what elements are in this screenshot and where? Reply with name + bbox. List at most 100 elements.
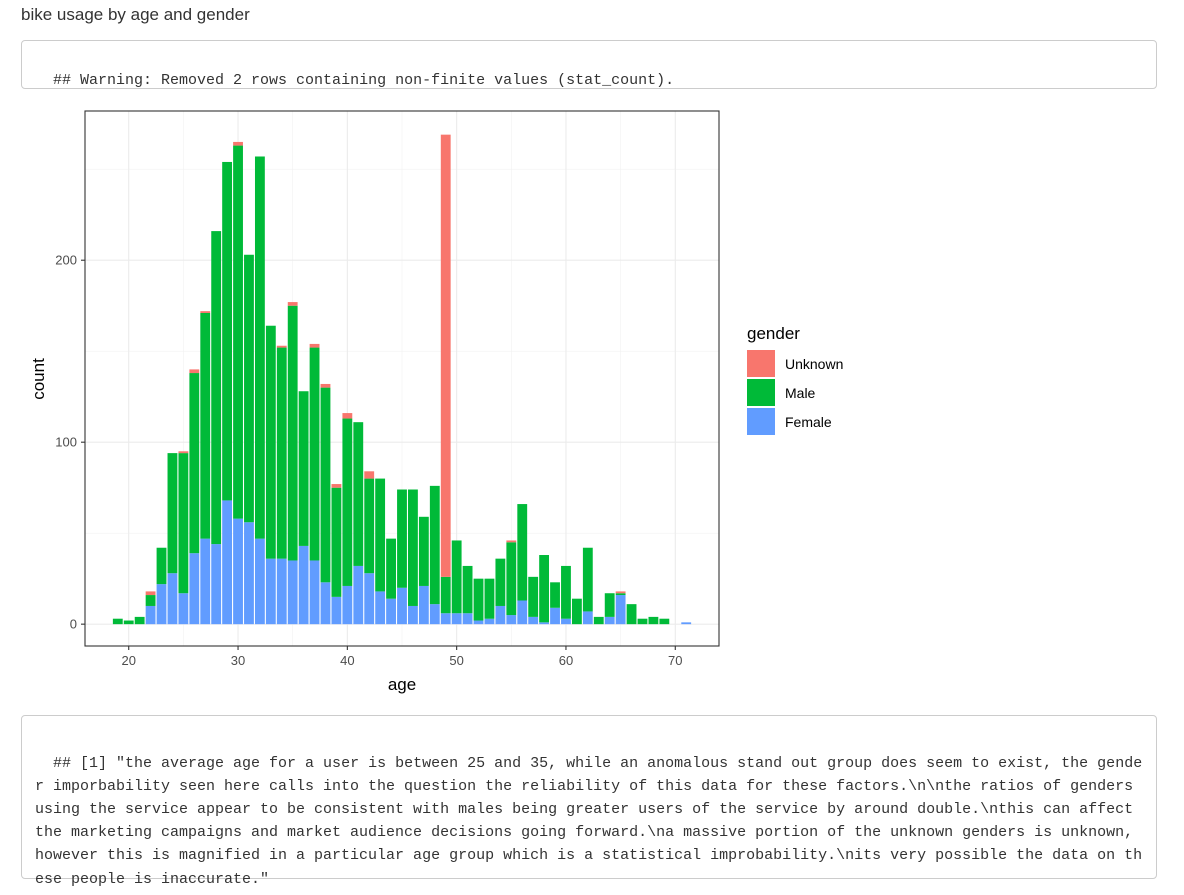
- legend-label-female: Female: [785, 414, 832, 430]
- bar-female: [233, 518, 243, 625]
- bar-male: [287, 305, 298, 561]
- bar-female: [473, 620, 484, 625]
- bar-male: [648, 616, 659, 625]
- bar-female: [254, 538, 265, 625]
- bar-female: [189, 553, 200, 625]
- bar-unknown: [276, 345, 287, 348]
- bar-female: [156, 584, 167, 625]
- bar-male: [593, 616, 604, 625]
- bar-female: [386, 598, 396, 625]
- bar-female: [582, 611, 593, 625]
- bar-male: [451, 540, 462, 614]
- bar-female: [320, 582, 331, 625]
- bar-female: [615, 595, 626, 625]
- bar-male: [167, 453, 178, 574]
- bar-male: [473, 578, 484, 621]
- bar-male: [571, 598, 582, 625]
- legend-key-male: [747, 379, 775, 406]
- bar-male: [189, 373, 200, 554]
- bar-unknown: [440, 134, 451, 577]
- bar-female: [331, 596, 342, 625]
- warning-text: ## Warning: Removed 2 rows containing no…: [53, 72, 675, 89]
- bar-unknown: [145, 591, 156, 596]
- bar-female: [517, 600, 528, 625]
- x-tick-label: 30: [231, 653, 245, 668]
- bar-female: [211, 544, 222, 625]
- legend-title: gender: [747, 324, 800, 343]
- bar-male: [342, 418, 353, 586]
- bar-male: [582, 547, 593, 612]
- bar-female: [397, 587, 407, 625]
- bar-unknown: [309, 343, 320, 348]
- bar-male: [309, 347, 320, 561]
- legend-label-unknown: Unknown: [785, 356, 843, 372]
- bars-group: [84, 110, 720, 647]
- bar-female: [539, 622, 550, 625]
- bar-male: [484, 578, 495, 619]
- y-tick-label: 200: [55, 253, 77, 268]
- bar-male: [615, 593, 626, 596]
- bar-male: [440, 576, 451, 614]
- bar-female: [462, 613, 473, 625]
- bar-male: [561, 565, 571, 619]
- bar-female: [276, 558, 287, 625]
- legend-key-unknown: [747, 350, 775, 377]
- bar-female: [342, 585, 353, 625]
- bar-male: [517, 504, 528, 601]
- bar-male: [276, 347, 287, 559]
- legend-label-male: Male: [785, 385, 816, 401]
- bar-male: [375, 478, 386, 592]
- x-tick-label: 20: [121, 653, 135, 668]
- bar-female: [528, 616, 539, 625]
- bar-male: [145, 595, 156, 606]
- bar-female: [561, 618, 571, 625]
- bar-female: [484, 618, 495, 625]
- bar-male: [418, 516, 429, 586]
- bar-unknown: [331, 484, 342, 488]
- bar-male: [244, 254, 254, 523]
- bar-female: [429, 604, 440, 625]
- bar-male: [637, 618, 648, 625]
- bar-female: [550, 607, 560, 625]
- bar-female: [265, 558, 276, 625]
- bar-female: [495, 605, 506, 625]
- y-tick-label: 0: [70, 617, 77, 632]
- bar-female: [287, 560, 298, 625]
- bar-male: [386, 538, 396, 599]
- bar-male: [353, 422, 364, 566]
- bar-female: [364, 573, 375, 625]
- bar-male: [626, 604, 637, 625]
- axis-ticks: 20 30 40 50 60 70 0 100 200: [55, 253, 682, 668]
- warning-output-box: ## Warning: Removed 2 rows containing no…: [21, 40, 1157, 89]
- bar-male: [298, 391, 309, 546]
- bar-unknown: [287, 302, 298, 306]
- bar-male: [123, 620, 134, 625]
- bar-female: [200, 538, 211, 625]
- bar-male: [364, 478, 375, 574]
- bar-male: [211, 231, 222, 545]
- page-heading: bike usage by age and gender: [21, 5, 250, 24]
- bar-female: [375, 591, 386, 625]
- panel-border: [84, 110, 720, 647]
- bar-female: [298, 545, 309, 625]
- bar-unknown: [320, 383, 331, 388]
- bar-female: [244, 522, 254, 625]
- bar-male: [112, 618, 123, 625]
- console-output-box: ## [1] "the average age for a user is be…: [21, 715, 1157, 888]
- bar-female: [451, 613, 462, 625]
- bar-female: [506, 615, 517, 625]
- bar-male: [200, 312, 211, 539]
- y-tick-label: 100: [55, 435, 77, 450]
- bar-unknown: [233, 141, 243, 146]
- bar-unknown: [342, 413, 353, 419]
- bar-male: [331, 487, 342, 597]
- bar-female: [309, 560, 320, 625]
- bar-female: [222, 500, 233, 625]
- bar-female: [604, 616, 615, 625]
- bar-female: [440, 613, 451, 625]
- bar-unknown: [615, 591, 626, 594]
- bar-female: [145, 605, 156, 625]
- y-axis-label: count: [29, 358, 48, 400]
- bar-male: [408, 489, 418, 606]
- bar-male: [134, 616, 145, 625]
